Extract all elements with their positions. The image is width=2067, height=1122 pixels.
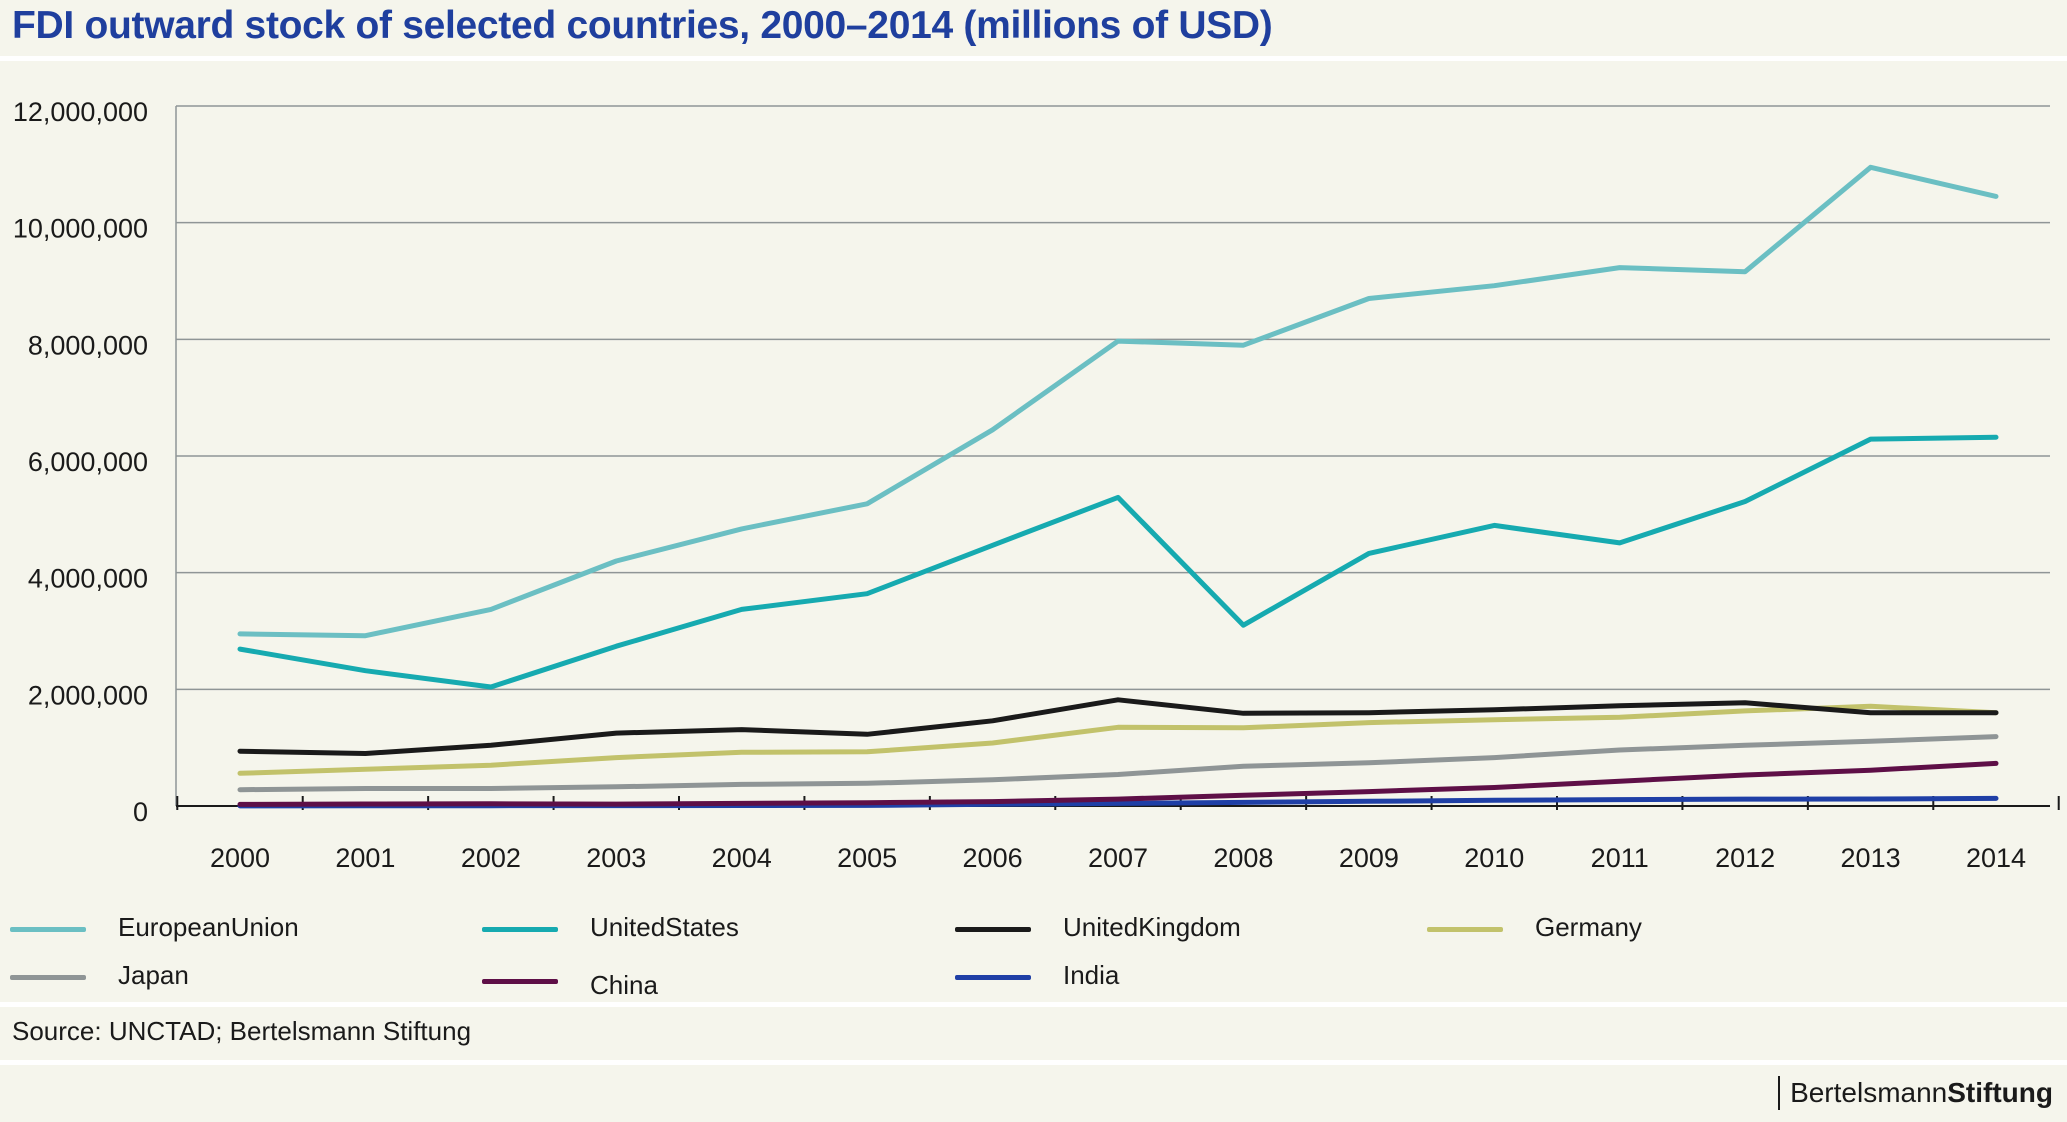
x-tick-label: 2002 (461, 843, 521, 873)
series-line-china (237, 760, 1999, 807)
legend-label: UnitedKingdom (1063, 912, 1241, 942)
brand-name-bold: Stiftung (1947, 1077, 2053, 1108)
legend-swatch (482, 927, 558, 932)
legend-swatch (10, 975, 86, 980)
y-tick-label: 12,000,000 (13, 97, 148, 127)
legend-swatch (955, 975, 1031, 980)
y-tick-label: 4,000,000 (28, 564, 148, 594)
x-tick-label: 2011 (1591, 843, 1649, 873)
legend-label: EuropeanUnion (118, 912, 299, 942)
legend-label: India (1063, 960, 1120, 990)
x-tick-label: 2000 (210, 843, 270, 873)
y-tick-label: 6,000,000 (28, 447, 148, 477)
x-tick-label: 2010 (1464, 843, 1524, 873)
legend: EuropeanUnion UnitedStates UnitedKingdom… (0, 900, 2067, 1000)
legend-swatch (1427, 927, 1503, 932)
y-axis-tick-labels: 0 2,000,000 4,000,000 6,000,000 8,000,000 10,… (13, 97, 148, 827)
source-divider (0, 1060, 2067, 1065)
x-tick-label: 2001 (335, 843, 395, 873)
x-tick-label: 2006 (963, 843, 1023, 873)
legend-swatch (955, 927, 1031, 932)
x-tick-label: 2005 (837, 843, 897, 873)
x-tick-label: 2004 (712, 843, 772, 873)
series-line-united-kingdom (237, 697, 1999, 756)
source-note: Source: UNCTAD; Bertelsmann Stiftung (12, 1016, 472, 1046)
title-divider (0, 56, 2067, 61)
legend-swatch (482, 979, 558, 984)
y-tick-label: 8,000,000 (28, 330, 148, 360)
brand-name-regular: Bertelsmann (1790, 1077, 1948, 1108)
series-lines (237, 164, 1999, 809)
series-line-united-states (237, 434, 1999, 690)
gridlines (175, 105, 2050, 806)
brand-logo: BertelsmannStiftung (1778, 1076, 2053, 1110)
y-tick-label: 0 (133, 797, 148, 827)
legend-divider (0, 1002, 2067, 1007)
legend-swatch (10, 927, 86, 932)
chart-title: FDI outward stock of selected countries,… (12, 4, 1273, 47)
x-tick-label: 2013 (1841, 843, 1901, 873)
legend-label: Japan (118, 960, 189, 990)
legend-label: UnitedStates (590, 912, 739, 942)
y-tick-label: 10,000,000 (13, 214, 148, 244)
series-line-japan (237, 734, 1999, 793)
x-tick-label: 2008 (1213, 843, 1273, 873)
x-tick-label: 2009 (1339, 843, 1399, 873)
x-tick-label: 2003 (586, 843, 646, 873)
series-line-european-union (237, 164, 1999, 639)
legend-label: China (590, 970, 658, 1000)
y-tick-label: 2,000,000 (28, 680, 148, 710)
x-tick-label: 2014 (1966, 843, 2026, 873)
legend-label: Germany (1535, 912, 1642, 942)
x-axis-tick-labels: 2000 2001 2002 2003 2004 2005 2006 2007 2008 2009… (210, 843, 2026, 873)
x-tick-label: 2007 (1088, 843, 1148, 873)
series-line-germany (237, 703, 1999, 776)
x-tick-label: 2012 (1715, 843, 1775, 873)
line-chart: 0 2,000,000 4,000,000 6,000,000 8,000,000 10,… (13, 97, 2060, 873)
